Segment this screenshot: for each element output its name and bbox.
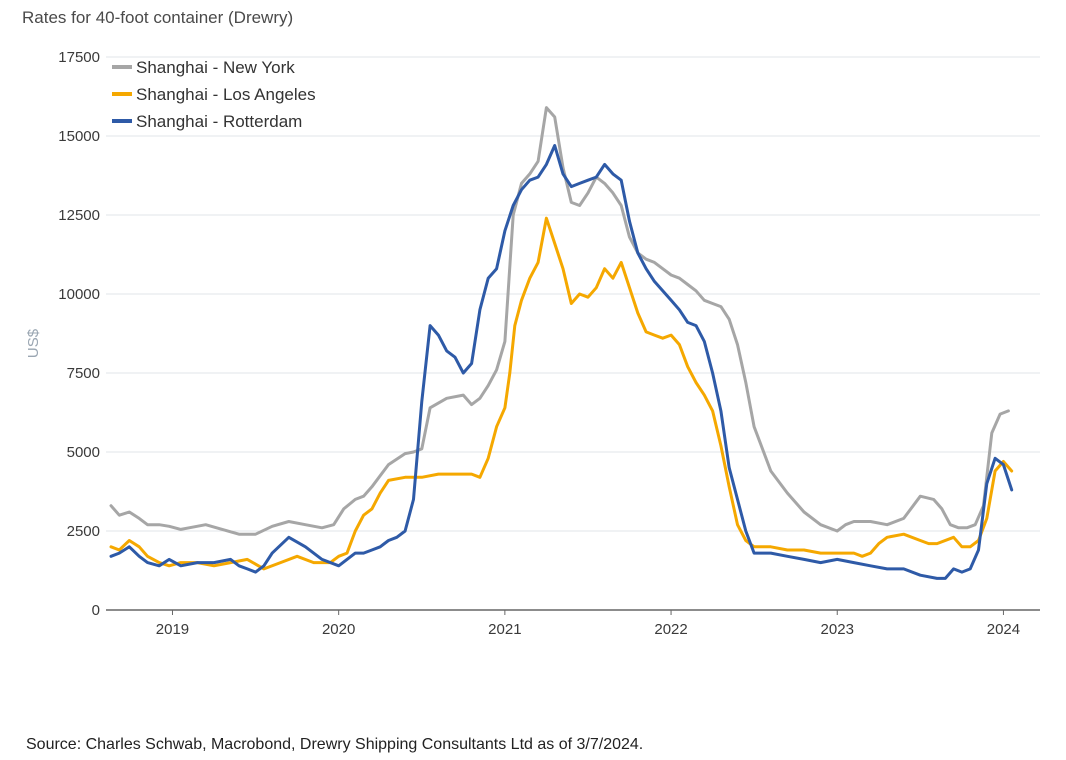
x-tick-label-2022: 2022	[654, 621, 687, 638]
series-line-shanghai-los-angeles	[111, 218, 1012, 569]
legend-label-shanghai-rotterdam: Shanghai - Rotterdam	[136, 112, 302, 131]
x-tick-label-2024: 2024	[987, 621, 1020, 638]
x-tick-label-2020: 2020	[322, 621, 355, 638]
legend-label-shanghai-los-angeles: Shanghai - Los Angeles	[136, 85, 316, 104]
y-tick-label-0: 0	[92, 602, 100, 619]
legend-label-shanghai-new-york: Shanghai - New York	[136, 58, 295, 77]
line-chart: 0 2500 5000 7500 10000 12500 15000 17500 2019 202…	[0, 0, 1066, 700]
y-tick-label-5000: 5000	[67, 444, 100, 461]
y-tick-label-17500: 17500	[58, 49, 100, 66]
tick-labels: 0 2500 5000 7500 10000 12500 15000 17500 2019 202…	[25, 49, 1020, 638]
y-tick-label-15000: 15000	[58, 128, 100, 145]
legend: Shanghai - New York Shanghai - Los Angele…	[112, 58, 316, 131]
series-line-shanghai-rotterdam	[111, 146, 1012, 579]
series-lines	[111, 108, 1012, 579]
x-tick-label-2023: 2023	[821, 621, 854, 638]
source-note: Source: Charles Schwab, Macrobond, Drewr…	[26, 736, 643, 754]
y-axis-label: US$	[25, 328, 42, 358]
y-tick-label-7500: 7500	[67, 365, 100, 382]
x-tick-label-2021: 2021	[488, 621, 521, 638]
x-tick-label-2019: 2019	[156, 621, 189, 638]
y-tick-label-2500: 2500	[67, 523, 100, 540]
y-tick-label-10000: 10000	[58, 286, 100, 303]
y-tick-label-12500: 12500	[58, 207, 100, 224]
axes	[106, 610, 1040, 615]
series-line-shanghai-new-york	[111, 108, 1008, 535]
